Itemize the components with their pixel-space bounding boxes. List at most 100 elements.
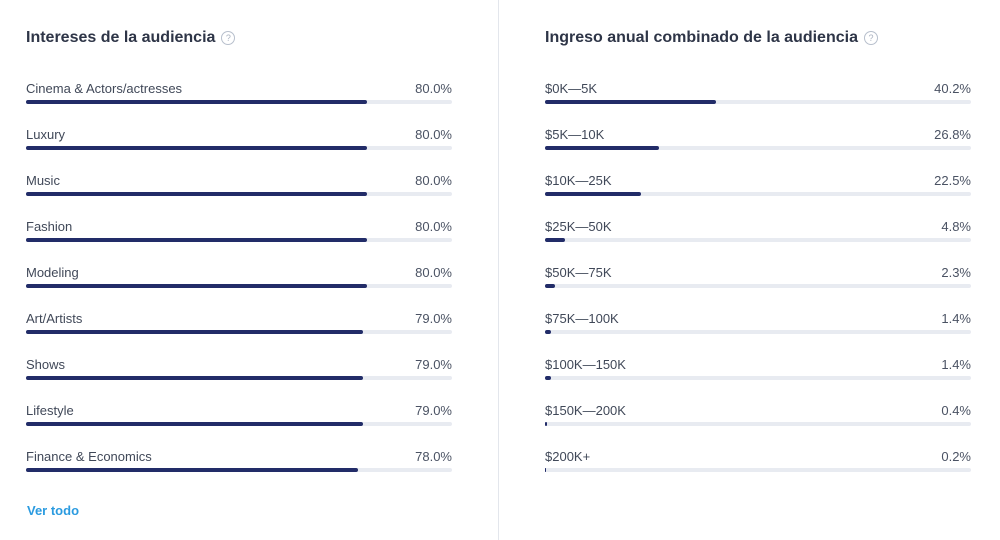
income-bracket-value: 4.8% <box>941 219 971 234</box>
see-all-link[interactable]: Ver todo <box>27 503 80 518</box>
income-bracket-label: $200K+ <box>545 449 591 464</box>
audience-income-title: Ingreso anual combinado de la audiencia … <box>545 29 878 47</box>
income-bracket-row-header: $75K—100K 1.4% <box>545 311 971 327</box>
interest-label: Luxury <box>26 127 66 142</box>
help-circle-icon[interactable]: ? <box>863 31 878 45</box>
interest-row-header: Fashion 80.0% <box>26 219 452 235</box>
interest-row: Shows 79.0% <box>26 357 452 403</box>
income-bracket-row: $75K—100K 1.4% <box>545 311 971 357</box>
interest-label: Lifestyle <box>26 403 74 418</box>
panel-divider <box>498 0 499 540</box>
income-bracket-bar-track <box>545 376 971 380</box>
audience-income-list: $0K—5K 40.2% $5K—10K 26.8% $10K—25K 22.5% $25K… <box>545 81 971 495</box>
income-bracket-value: 1.4% <box>941 311 971 326</box>
interest-row-header: Finance & Economics 78.0% <box>26 449 452 465</box>
interest-row-header: Art/Artists 79.0% <box>26 311 452 327</box>
help-circle-icon[interactable]: ? <box>221 31 236 45</box>
income-bracket-bar-track <box>545 238 971 242</box>
interest-label: Fashion <box>26 219 73 234</box>
interest-row-header: Lifestyle 79.0% <box>26 403 452 419</box>
income-bracket-label: $5K—10K <box>545 127 605 142</box>
interest-label: Cinema & Actors/actresses <box>26 81 183 96</box>
interest-row-header: Shows 79.0% <box>26 357 452 373</box>
interest-value: 78.0% <box>415 449 452 464</box>
income-bracket-bar-fill <box>545 146 660 150</box>
interest-bar-fill <box>26 100 367 104</box>
income-bracket-bar-track <box>545 468 971 472</box>
interest-row-header: Modeling 80.0% <box>26 265 452 281</box>
income-bracket-bar-fill <box>545 376 551 380</box>
income-bracket-row: $5K—10K 26.8% <box>545 127 971 173</box>
income-bracket-label: $50K—75K <box>545 265 612 280</box>
income-bracket-row-header: $100K—150K 1.4% <box>545 357 971 373</box>
interest-label: Art/Artists <box>26 311 83 326</box>
interest-bar-track <box>26 284 452 288</box>
income-bracket-row: $10K—25K 22.5% <box>545 173 971 219</box>
audience-interests-panel: Intereses de la audiencia ? Cinema & Act… <box>0 0 498 540</box>
interest-value: 79.0% <box>415 357 452 372</box>
income-bracket-value: 22.5% <box>934 173 971 188</box>
income-bracket-value: 0.2% <box>941 449 971 464</box>
income-bracket-bar-fill <box>545 238 566 242</box>
interest-bar-fill <box>26 146 367 150</box>
interest-value: 80.0% <box>415 219 452 234</box>
interest-bar-track <box>26 146 452 150</box>
income-bracket-value: 0.4% <box>941 403 971 418</box>
income-bracket-bar-track <box>545 330 971 334</box>
audience-interests-title: Intereses de la audiencia ? <box>26 29 236 47</box>
interest-row-header: Music 80.0% <box>26 173 452 189</box>
interest-bar-track <box>26 238 452 242</box>
income-bracket-label: $10K—25K <box>545 173 612 188</box>
income-bracket-row-header: $5K—10K 26.8% <box>545 127 971 143</box>
interest-value: 80.0% <box>415 265 452 280</box>
interest-label: Modeling <box>26 265 79 280</box>
income-bracket-row: $200K+ 0.2% <box>545 449 971 495</box>
income-bracket-bar-fill <box>545 192 641 196</box>
income-bracket-label: $75K—100K <box>545 311 619 326</box>
interest-value: 79.0% <box>415 311 452 326</box>
interest-label: Finance & Economics <box>26 449 152 464</box>
interest-bar-fill <box>26 238 367 242</box>
interest-value: 80.0% <box>415 81 452 96</box>
interest-bar-fill <box>26 330 363 334</box>
income-bracket-row-header: $200K+ 0.2% <box>545 449 971 465</box>
interest-bar-track <box>26 100 452 104</box>
income-bracket-bar-track <box>545 422 971 426</box>
income-bracket-label: $25K—50K <box>545 219 612 234</box>
income-bracket-row: $0K—5K 40.2% <box>545 81 971 127</box>
interest-bar-track <box>26 468 452 472</box>
interest-bar-fill <box>26 422 363 426</box>
income-bracket-label: $0K—5K <box>545 81 598 96</box>
income-bracket-row-header: $150K—200K 0.4% <box>545 403 971 419</box>
interest-label: Shows <box>26 357 66 372</box>
income-bracket-row: $25K—50K 4.8% <box>545 219 971 265</box>
interest-row: Luxury 80.0% <box>26 127 452 173</box>
income-bracket-bar-fill <box>545 330 551 334</box>
interest-bar-fill <box>26 376 363 380</box>
interest-value: 80.0% <box>415 127 452 142</box>
income-bracket-bar-track <box>545 284 971 288</box>
income-bracket-label: $150K—200K <box>545 403 626 418</box>
interest-row: Lifestyle 79.0% <box>26 403 452 449</box>
income-bracket-row: $50K—75K 2.3% <box>545 265 971 311</box>
interest-bar-track <box>26 376 452 380</box>
interest-row-header: Cinema & Actors/actresses 80.0% <box>26 81 452 97</box>
interest-bar-track <box>26 422 452 426</box>
income-bracket-value: 40.2% <box>934 81 971 96</box>
income-bracket-value: 1.4% <box>941 357 971 372</box>
income-bracket-row-header: $0K—5K 40.2% <box>545 81 971 97</box>
audience-income-title-text: Ingreso anual combinado de la audiencia <box>545 29 858 46</box>
interest-row-header: Luxury 80.0% <box>26 127 452 143</box>
interest-row: Cinema & Actors/actresses 80.0% <box>26 81 452 127</box>
income-bracket-bar-fill <box>545 284 555 288</box>
income-bracket-bar-fill <box>545 100 717 104</box>
audience-interests-list: Cinema & Actors/actresses 80.0% Luxury 80.0… <box>26 81 452 495</box>
income-bracket-bar-fill <box>545 468 546 472</box>
income-bracket-row: $100K—150K 1.4% <box>545 357 971 403</box>
income-bracket-value: 2.3% <box>941 265 971 280</box>
income-bracket-row-header: $10K—25K 22.5% <box>545 173 971 189</box>
interest-row: Art/Artists 79.0% <box>26 311 452 357</box>
income-bracket-label: $100K—150K <box>545 357 626 372</box>
interest-label: Music <box>26 173 60 188</box>
audience-interests-title-text: Intereses de la audiencia <box>26 29 216 46</box>
